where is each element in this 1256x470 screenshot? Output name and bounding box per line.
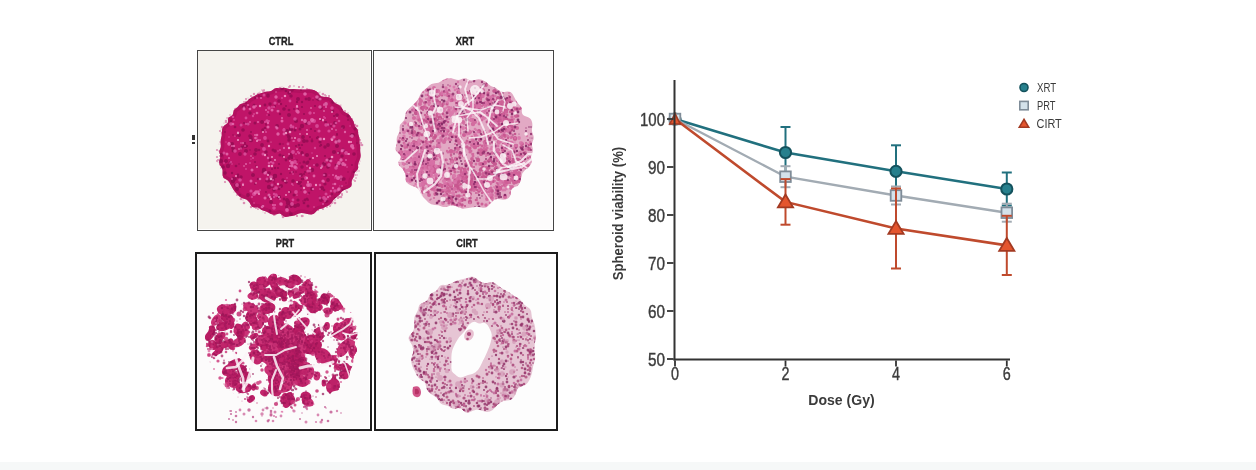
svg-text:CIRT: CIRT bbox=[1037, 117, 1063, 131]
svg-text:6: 6 bbox=[1003, 363, 1011, 384]
svg-text:60: 60 bbox=[648, 301, 665, 322]
svg-text:Dose (Gy): Dose (Gy) bbox=[808, 391, 875, 408]
svg-text:0: 0 bbox=[671, 363, 679, 384]
svg-text:Spheroid viability (%): Spheroid viability (%) bbox=[609, 147, 626, 281]
svg-text:70: 70 bbox=[648, 253, 665, 274]
svg-text:80: 80 bbox=[648, 205, 665, 226]
svg-text:90: 90 bbox=[648, 157, 665, 178]
svg-text:50: 50 bbox=[648, 349, 665, 370]
svg-text:2: 2 bbox=[782, 363, 790, 384]
svg-text:100: 100 bbox=[640, 109, 665, 130]
svg-text:PRT: PRT bbox=[1037, 99, 1056, 113]
svg-text:4: 4 bbox=[892, 363, 900, 384]
svg-text:XRT: XRT bbox=[1037, 81, 1056, 95]
